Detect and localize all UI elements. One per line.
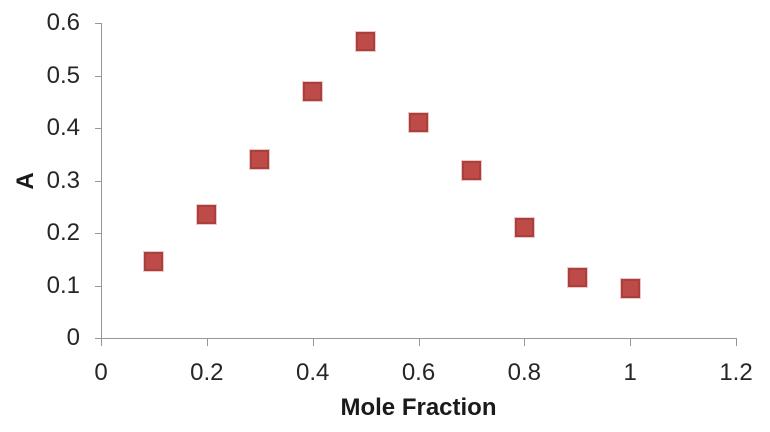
y-tick <box>95 75 101 77</box>
x-tick <box>630 339 632 346</box>
y-axis-line <box>101 23 102 339</box>
data-point-marker <box>409 113 428 133</box>
y-tick-label: 0 <box>66 324 80 351</box>
y-tick <box>95 338 101 339</box>
data-point-marker <box>567 268 587 288</box>
x-tick-label: 1 <box>623 359 637 386</box>
y-tick-label: 0.2 <box>46 219 80 246</box>
y-tick <box>95 128 101 129</box>
x-tick-label: 0.6 <box>401 359 436 386</box>
x-axis-title: Mole Fraction <box>340 394 497 421</box>
y-tick-label: 0.3 <box>46 166 80 194</box>
data-point-marker <box>620 278 640 298</box>
x-tick-label: 1.2 <box>719 359 753 386</box>
data-point-marker <box>303 81 323 101</box>
y-tick-label: 0.5 <box>46 61 80 89</box>
y-tick <box>95 233 101 234</box>
x-tick <box>524 339 526 346</box>
data-point-marker <box>250 150 270 169</box>
y-tick <box>95 23 101 24</box>
x-axis-line <box>101 338 737 339</box>
data-point-marker <box>514 218 534 238</box>
x-tick-label: 0 <box>94 359 108 386</box>
x-tick <box>312 339 314 346</box>
data-point-marker <box>356 31 376 51</box>
x-tick-label: 0.8 <box>507 359 542 386</box>
y-tick-label: 0.6 <box>46 9 80 36</box>
data-point-marker <box>197 205 217 225</box>
y-tick-label: 0.4 <box>46 114 80 141</box>
x-tick <box>418 339 420 346</box>
x-tick <box>206 339 208 346</box>
x-tick-label: 0.4 <box>295 359 330 386</box>
x-tick <box>101 339 102 346</box>
y-tick-label: 0.1 <box>46 271 80 299</box>
data-point-marker <box>144 252 164 272</box>
data-point-marker <box>461 160 481 180</box>
y-tick <box>95 180 101 182</box>
x-tick <box>736 339 737 346</box>
y-tick <box>95 285 101 287</box>
x-tick-label: 0.2 <box>190 359 224 386</box>
